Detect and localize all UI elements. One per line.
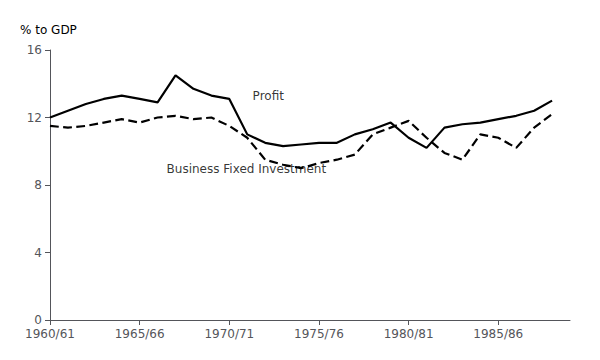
svg-text:0: 0: [34, 313, 42, 327]
svg-text:1965/66: 1965/66: [115, 327, 165, 341]
svg-text:8: 8: [34, 178, 42, 192]
svg-text:4: 4: [34, 246, 42, 260]
svg-text:1970/71: 1970/71: [204, 327, 254, 341]
svg-text:1985/86: 1985/86: [473, 327, 523, 341]
svg-text:1960/61: 1960/61: [25, 327, 75, 341]
svg-text:Business Fixed Investment: Business Fixed Investment: [167, 162, 327, 176]
svg-text:1975/76: 1975/76: [294, 327, 344, 341]
svg-text:16: 16: [27, 43, 42, 57]
svg-text:12: 12: [27, 111, 42, 125]
svg-text:1980/81: 1980/81: [384, 327, 434, 341]
svg-text:Profit: Profit: [253, 89, 285, 103]
svg-text:% to GDP: % to GDP: [20, 23, 77, 37]
